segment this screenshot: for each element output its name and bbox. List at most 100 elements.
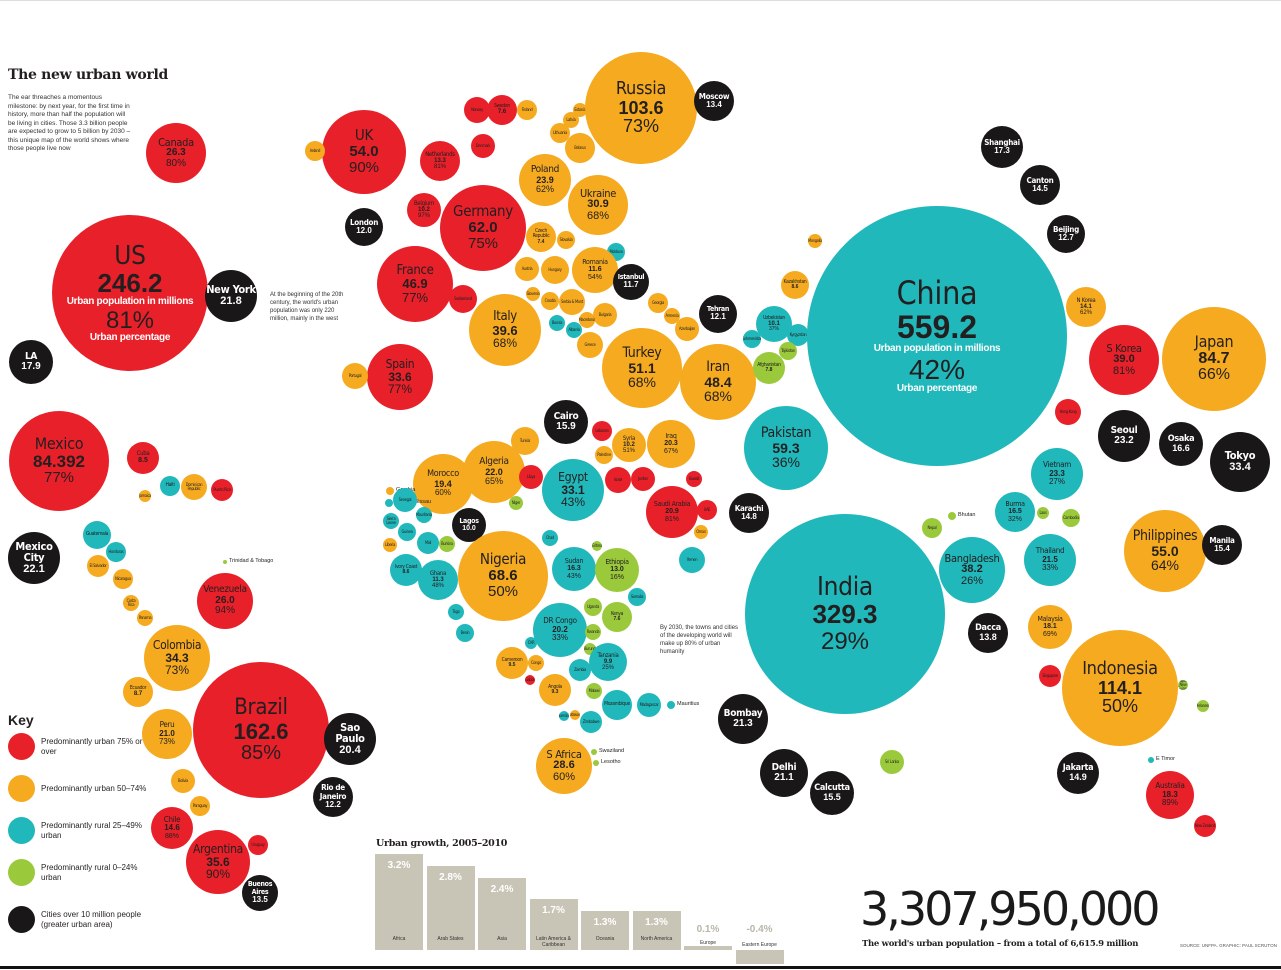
bubble-pct: 77%: [401, 289, 429, 305]
growth-chart-title: Urban growth, 2005–2010: [376, 838, 508, 849]
country-bubble: Saudi Arabia 20.9 81%: [646, 486, 698, 538]
bubble-name: Netherlands: [425, 150, 455, 158]
country-bubble: Serbia & Mont: [559, 289, 585, 315]
key-swatch-icon: [8, 906, 35, 933]
country-bubble: Mauritania: [416, 507, 432, 523]
bubble-value: 39.6: [492, 322, 518, 338]
bubble-name: Calcutta: [814, 782, 850, 793]
bubble-name: Georgia: [651, 299, 664, 305]
country-bubble: Cuba 8.5: [127, 442, 159, 474]
bubble-name: Istanbul: [617, 273, 645, 282]
country-bubble: Russia 103.6 73%: [585, 52, 697, 164]
bubble-name: Bangladesh: [944, 551, 1000, 565]
bubble-pct: 37%: [768, 326, 779, 333]
bubble-name: Mexico City: [15, 539, 53, 565]
country-bubble: Guinea: [398, 523, 416, 541]
country-bubble: Mexico 84.392 77%: [9, 411, 109, 511]
country-bubble: S Korea 39.0 81%: [1089, 325, 1159, 395]
country-bubble: Georgia: [648, 293, 668, 313]
country-bubble: Sudan 16.3 43%: [552, 547, 596, 591]
country-bubble: El Salvador: [87, 555, 109, 577]
bubble-value: 17.9: [21, 361, 41, 372]
bubble-name: US: [114, 240, 146, 271]
country-bubble: Iraq 20.3 67%: [647, 420, 695, 468]
city-bubble: Manila 15.4: [1202, 525, 1242, 565]
bubble-value: 8.6: [402, 569, 410, 575]
bubble-value: 13.0: [610, 566, 624, 574]
city-bubble: Sao Paulo 20.4: [324, 713, 376, 765]
bubble-name: Manila: [1209, 535, 1235, 545]
country-bubble: Italy 39.6 68%: [469, 294, 541, 366]
key-item: Predominantly rural 25–49% urban: [8, 817, 151, 844]
country-bubble: Iran 48.4 68%: [680, 344, 756, 420]
city-bubble: Karachi 14.8: [729, 493, 769, 533]
key-label: Cities over 10 million people (greater u…: [41, 909, 142, 929]
bubble-name: Sri Lanka: [885, 758, 899, 764]
bubble-name: Costa Rica: [126, 597, 136, 607]
bubble-value: 55.0: [1151, 542, 1179, 559]
bubble-name: Vietnam: [1043, 460, 1071, 470]
bubble-name: Uganda: [586, 603, 600, 609]
growth-bar-value: 0.1%: [696, 924, 720, 935]
country-bubble: Uganda: [584, 598, 602, 616]
country-bubble: Belgium 10.2 97%: [407, 193, 441, 227]
bubble-name: Russia: [615, 77, 667, 99]
intro-text: The ear threaches a momentous milestone:…: [8, 94, 131, 152]
bubble-name: Osaka: [1167, 433, 1195, 444]
bubble-pct: 68%: [703, 388, 733, 405]
city-bubble: Buenos Aires 13.5: [242, 875, 278, 911]
bubble-value: 34.3: [165, 650, 189, 665]
bubble-value: 12.2: [325, 800, 341, 810]
country-bubble: Romania 11.6 54%: [572, 247, 618, 293]
bubble-name: Panama: [138, 614, 152, 620]
country-bubble: Senegal: [393, 488, 417, 512]
bubble-value: 22.0: [485, 466, 503, 477]
bubble-pct: 33%: [551, 633, 568, 643]
bubble-value: 10.1: [768, 320, 780, 327]
country-bubble: Panama: [137, 610, 153, 626]
bubble-name: Argentina: [193, 842, 243, 857]
country-bubble: New Zealand: [1194, 815, 1216, 837]
growth-bar: [684, 946, 732, 950]
city-bubble: London 12.0: [345, 208, 383, 246]
bubble-name: Eritrea: [592, 542, 602, 548]
bubble-value: 26.0: [215, 594, 235, 606]
bubble-name: Latvia: [566, 116, 576, 122]
bubble-pct: 66%: [1197, 366, 1231, 384]
country-bubble: Bulgaria: [593, 303, 617, 327]
bubble-name: Macedonia: [579, 316, 595, 322]
bubble-name: Rio de Janeiro: [319, 783, 347, 801]
bubble-value: 13.3: [434, 157, 446, 164]
bubble-name: Kuwait: [688, 475, 700, 481]
country-bubble: Slovenia: [526, 287, 540, 301]
bubble-name: Delhi: [771, 761, 797, 773]
growth-bar-label: Africa: [392, 936, 406, 942]
bubble-value: 68.6: [488, 567, 518, 585]
bubble-value: 20.2: [552, 624, 568, 634]
country-bubble: Jordan: [631, 467, 655, 491]
growth-bar-value: 2.4%: [490, 884, 514, 895]
bubble-value: 329.3: [812, 599, 878, 630]
country-bubble: S Africa 28.6 60%: [536, 738, 592, 794]
city-bubble: LA 17.9: [9, 340, 53, 384]
bubble-name: Malaysia: [1037, 614, 1063, 623]
bubble-name: Austria: [521, 265, 533, 271]
growth-bar: [632, 911, 681, 950]
bubble-label: Bhutan: [958, 512, 976, 518]
country-bubble: Burkina: [439, 536, 455, 552]
bubble-pct: 50%: [1101, 696, 1139, 717]
bubble-sub2: Urban percentage: [89, 331, 171, 343]
city-bubble: Cairo 15.9: [544, 400, 588, 444]
bubble-name: Malawi: [588, 687, 600, 693]
country-bubble: Nicaragua: [113, 569, 133, 589]
bubble-value: 11.3: [432, 576, 444, 583]
country-bubble: Singapore: [1039, 665, 1061, 687]
country-bubble: [948, 512, 956, 520]
bubble-name: Mozambique: [604, 701, 630, 708]
country-bubble: Syria 10.2 51%: [612, 428, 646, 462]
country-bubble: [667, 701, 675, 709]
city-bubble: Istanbul 11.7: [613, 264, 649, 300]
bubble-name: S Africa: [546, 747, 582, 761]
bubble-name: Estonia: [574, 106, 586, 112]
